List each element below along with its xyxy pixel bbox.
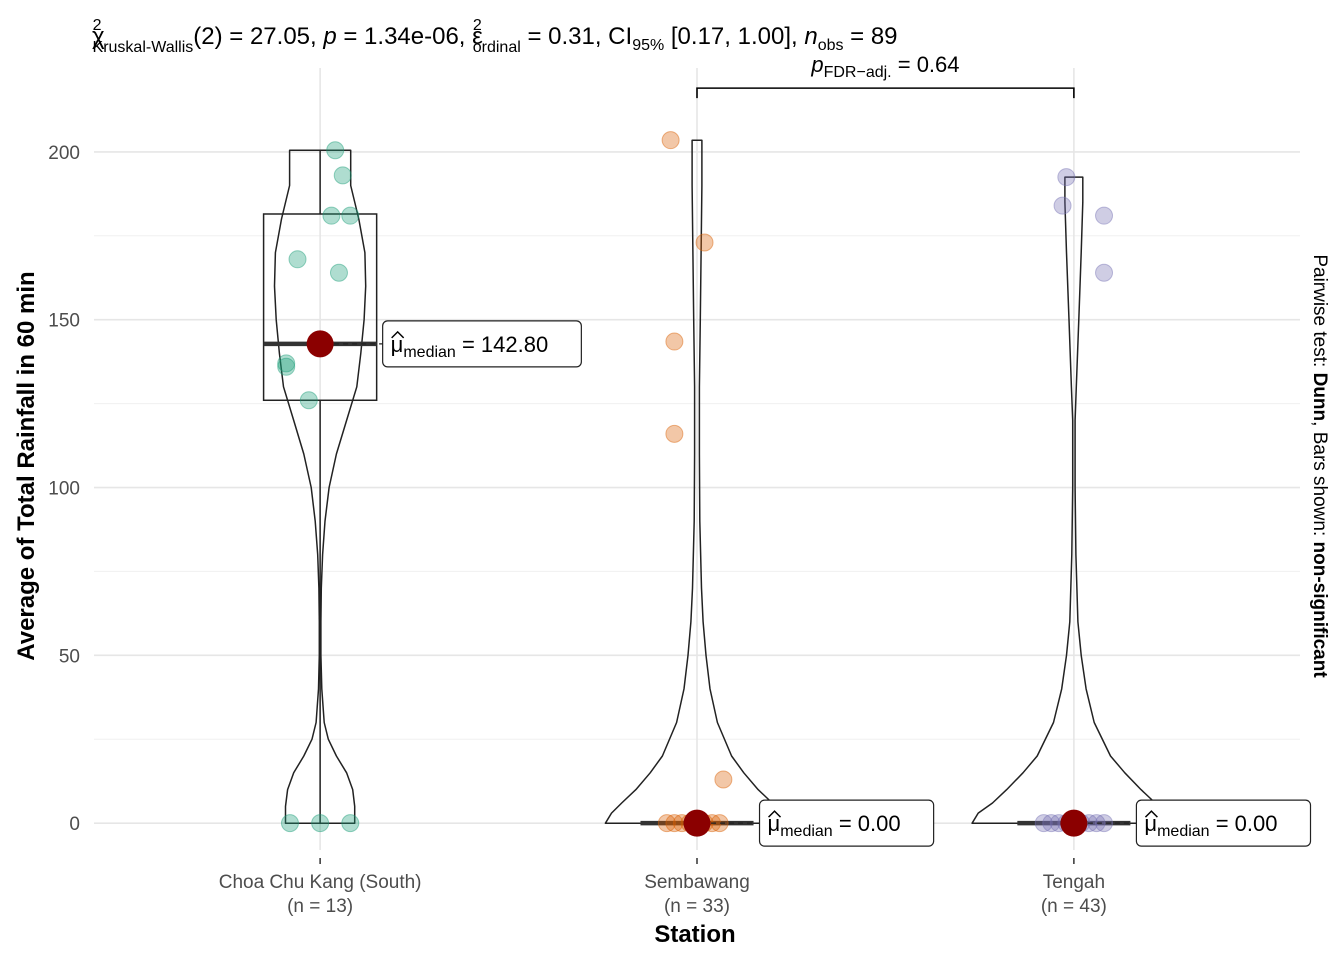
title-ci-value: [0.17, 1.00], — [664, 23, 804, 50]
pairwise-p-subscript: FDR−adj. — [824, 64, 892, 81]
median-symbol: μ — [1144, 811, 1157, 836]
title-n-subscript: obs — [818, 37, 844, 54]
x-tick-label: Choa Chu Kang (South) — [219, 872, 422, 893]
data-point — [665, 424, 684, 443]
median-symbol: μ — [391, 332, 404, 357]
data-point — [661, 131, 680, 150]
x-axis-title: Station — [654, 921, 735, 948]
data-point — [1057, 168, 1076, 187]
x-tick-label: Tengah — [1043, 872, 1105, 893]
data-point — [311, 814, 330, 833]
y-tick-label: 150 — [48, 311, 80, 332]
median-value: = 142.80 — [456, 332, 548, 357]
title-df-statistic: (2) = 27.05, — [193, 23, 323, 50]
violin-1 — [604, 139, 790, 824]
title-stat-subscript: Kruskal-Wallis — [93, 39, 194, 56]
data-point — [341, 206, 360, 225]
y-axis: 0 50 100 150 200 — [48, 143, 80, 835]
data-point — [665, 814, 684, 833]
side-caption: Pairwise test: Dunn, Bars shown: non-sig… — [1309, 254, 1330, 678]
hat-icon — [391, 330, 405, 339]
median-value: = 0.00 — [833, 811, 901, 836]
data-point — [341, 814, 360, 833]
hat-icon — [1144, 810, 1158, 818]
title-ci-subscript: 95% — [632, 37, 664, 54]
median-label-box — [382, 320, 582, 368]
x-tick-n-label: (n = 33) — [664, 896, 730, 917]
pairwise-comparison: pFDR−adj. = 0.64 — [696, 52, 1075, 99]
median-point — [683, 809, 711, 837]
title-effect-superscript: 2 — [473, 17, 482, 34]
side-caption-prefix: Pairwise test: — [1309, 254, 1330, 372]
title-p-value: = 1.34e-06, — [337, 23, 472, 50]
data-point — [280, 814, 299, 833]
median-label-box — [1135, 799, 1312, 847]
chart-title: χ2 Kruskal-Wallis(2) = 27.05, p = 1.34e-0… — [92, 17, 898, 56]
x-tick-label: Sembawang — [644, 872, 750, 893]
median-point — [306, 330, 334, 358]
median-label-box — [758, 799, 935, 847]
pairwise-p-value: = 0.64 — [892, 52, 960, 77]
median-point — [1060, 809, 1088, 837]
y-tick-label: 200 — [48, 143, 80, 164]
data-point — [288, 250, 307, 269]
median-label: μmedian = 142.80 — [391, 332, 549, 361]
data-point — [329, 263, 348, 282]
y-tick-label: 0 — [69, 814, 80, 835]
title-effect-value: = 0.31, CI — [521, 23, 632, 50]
median-label: μmedian = 0.00 — [768, 811, 901, 840]
data-point — [714, 770, 733, 789]
median-value: = 0.00 — [1210, 811, 1278, 836]
median-subscript: median — [1157, 823, 1209, 840]
title-n-value: = 89 — [843, 23, 897, 50]
median-symbol: μ — [768, 811, 781, 836]
x-axis: Choa Chu Kang (South) (n = 13) Sembawang (n… — [219, 858, 1107, 917]
title-stat-symbol: χ — [92, 23, 105, 50]
data-point — [322, 206, 341, 225]
pairwise-p-symbol: p — [810, 52, 823, 77]
data-point — [695, 233, 714, 252]
box-0 — [262, 213, 378, 402]
title-n-symbol: n — [804, 23, 817, 50]
y-tick-label: 50 — [59, 646, 80, 667]
hat-icon — [768, 810, 782, 818]
median-subscript: median — [780, 823, 832, 840]
x-tick-n-label: (n = 43) — [1041, 896, 1107, 917]
title-effect-symbol: ε — [472, 23, 483, 50]
violin-2 — [971, 176, 1177, 824]
data-point — [665, 332, 684, 351]
data-point — [277, 354, 296, 373]
data-point — [1095, 814, 1114, 833]
title-stat-superscript: 2 — [93, 17, 102, 34]
median-subscript: median — [403, 344, 455, 361]
pairwise-label: pFDR−adj. = 0.64 — [810, 52, 959, 81]
title-p-symbol: p — [322, 23, 336, 50]
data-point — [326, 141, 345, 160]
median-label: μmedian = 0.00 — [1144, 811, 1277, 840]
pairwise-bracket — [696, 87, 1075, 99]
data-point — [1095, 263, 1114, 282]
data-point — [1042, 814, 1061, 833]
title-effect-subscript: ordinal — [473, 39, 521, 56]
side-caption-test: Dunn — [1309, 373, 1330, 422]
y-axis-title: Average of Total Rainfall in 60 min — [13, 271, 40, 660]
violin-0 — [273, 149, 367, 824]
data-point — [657, 814, 676, 833]
data-point — [277, 357, 296, 376]
x-tick-n-label: (n = 13) — [287, 896, 353, 917]
y-tick-label: 100 — [48, 479, 80, 500]
side-caption-middle: , Bars shown: — [1309, 421, 1330, 541]
violins — [273, 139, 1177, 824]
data-point — [299, 391, 318, 410]
data-point — [333, 166, 352, 185]
data-point — [1053, 196, 1072, 215]
side-caption-shown: non-significant — [1309, 542, 1330, 679]
data-point — [1095, 206, 1114, 225]
data-point — [1034, 814, 1053, 833]
